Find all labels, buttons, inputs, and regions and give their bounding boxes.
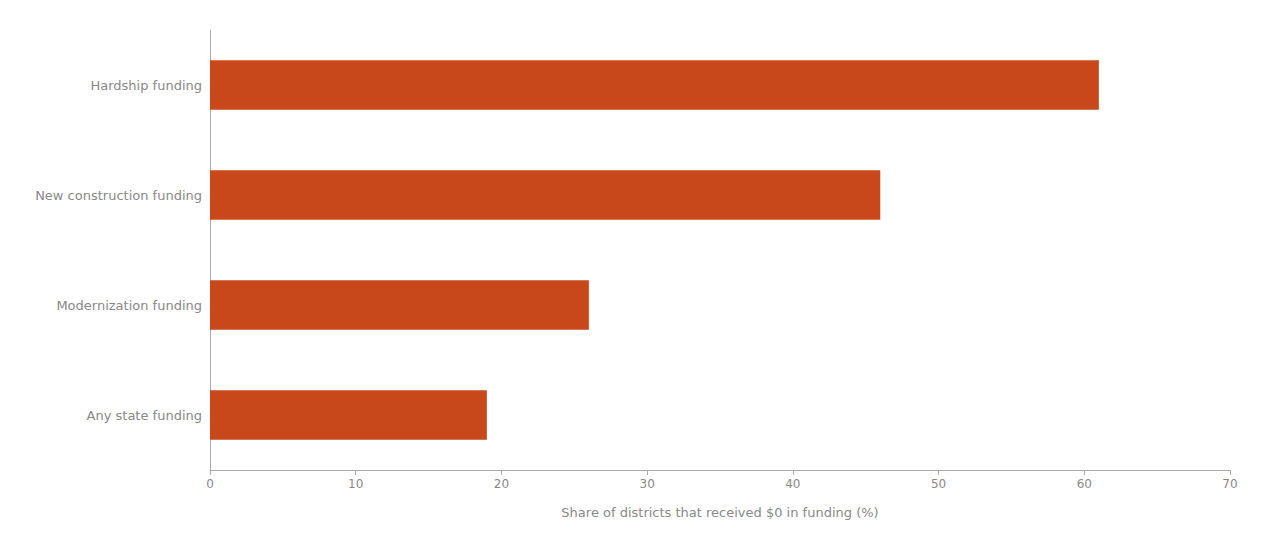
svg-text:New construction funding: New construction funding: [35, 188, 202, 203]
svg-text:70: 70: [1222, 477, 1237, 491]
svg-text:60: 60: [1077, 477, 1092, 491]
svg-text:50: 50: [931, 477, 946, 491]
svg-text:Any state funding: Any state funding: [87, 408, 202, 423]
svg-text:40: 40: [785, 477, 800, 491]
svg-text:Modernization funding: Modernization funding: [56, 298, 202, 313]
svg-text:10: 10: [348, 477, 363, 491]
svg-text:20: 20: [494, 477, 509, 491]
svg-text:Hardship funding: Hardship funding: [90, 78, 202, 93]
svg-text:30: 30: [640, 477, 655, 491]
svg-text:0: 0: [206, 477, 214, 491]
svg-text:Share of districts that receiv: Share of districts that received $0 in f…: [561, 505, 878, 520]
